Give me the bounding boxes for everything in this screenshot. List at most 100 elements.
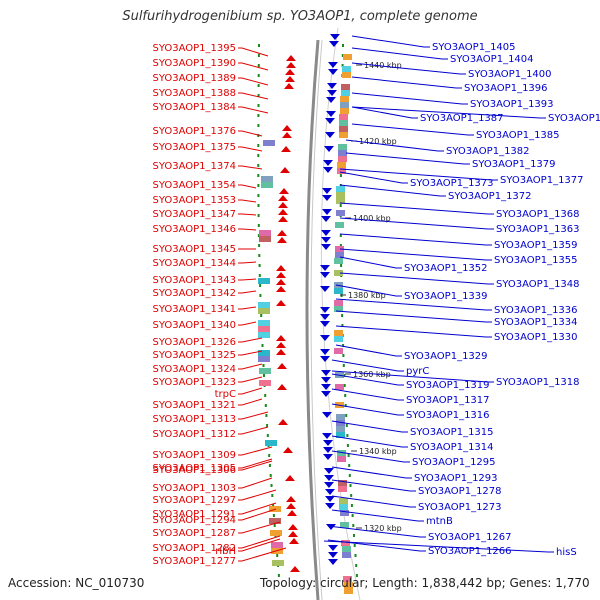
label-connector-line: [335, 344, 402, 357]
tick-ring-inner: [257, 204, 260, 207]
reverse-gene-arrow: [320, 314, 330, 320]
reverse-gene-arrow: [325, 496, 335, 502]
tick-ring-inner: [268, 464, 271, 467]
gene-label-reverse: SYO3AOP1_1348: [496, 279, 580, 290]
tick-ring-inner: [268, 454, 271, 457]
reverse-gene-arrow: [323, 160, 333, 166]
cog-category-block: [339, 126, 348, 132]
label-connector-line: [238, 130, 263, 137]
gene-label-forward: SYO3AOP1_1323: [152, 377, 236, 388]
label-connector-line: [238, 538, 281, 552]
cog-category-block: [338, 150, 347, 156]
gene-label-forward: SYO3AOP1_1342: [152, 288, 236, 299]
cog-category-block: [338, 486, 347, 492]
label-connector-line: [238, 460, 273, 471]
tick-ring-outer: [348, 474, 351, 477]
reverse-gene-arrow: [320, 356, 330, 362]
cog-category-block: [261, 176, 273, 182]
cog-category-block: [258, 332, 270, 338]
forward-gene-arrow: [288, 524, 298, 530]
label-connector-line: [331, 495, 416, 508]
reverse-gene-arrow: [325, 489, 335, 495]
label-connector-line: [339, 233, 492, 246]
tick-ring-inner: [263, 374, 265, 377]
gene-label-forward: SYO3AOP1_1303: [152, 483, 236, 494]
gene-label-reverse: SYO3AOP1_1382: [446, 146, 530, 157]
tick-ring-outer: [339, 244, 342, 247]
tick-ring-inner: [257, 94, 260, 97]
tick-ring-inner: [266, 424, 269, 427]
genome-backbone-arc: [305, 39, 320, 600]
label-connector-line: [238, 62, 269, 71]
cog-category-block: [337, 162, 346, 168]
tick-ring-inner: [276, 554, 279, 557]
label-connector-line: [238, 106, 269, 114]
label-connector-line: [238, 77, 269, 86]
reverse-gene-arrow: [321, 377, 331, 383]
gene-label-forward: SYO3AOP1_1324: [152, 364, 236, 375]
cog-category-block: [339, 114, 348, 120]
gene-label-reverse: SYO3AOP1_1385: [476, 130, 560, 141]
cog-category-block: [340, 102, 349, 108]
cog-category-block: [335, 252, 344, 258]
label-connector-line: [238, 321, 257, 326]
tick-ring-inner: [257, 54, 260, 57]
label-connector-line: [335, 310, 492, 323]
gene-label-reverse: SYO3AOP1_1295: [412, 457, 496, 468]
cog-category-block: [334, 288, 343, 294]
forward-gene-arrow: [277, 384, 287, 390]
gene-label-forward: SYO3AOP1_1344: [152, 258, 236, 269]
feature-layer: [258, 34, 353, 594]
cog-category-block: [259, 230, 271, 236]
tick-ring-inner: [257, 174, 260, 177]
label-connector-line: [238, 213, 257, 216]
gene-label-forward: ribH: [215, 546, 236, 557]
label-connector-line: [331, 403, 404, 416]
cog-category-block: [265, 440, 277, 446]
tick-ring-inner: [257, 64, 260, 67]
cog-category-block: [344, 588, 353, 594]
scale-tick-label: 1360 kbp: [353, 370, 391, 379]
label-connector-line: [339, 248, 492, 261]
tick-ring-inner: [265, 414, 268, 417]
label-connector-line: [351, 106, 418, 119]
reverse-gene-arrow: [322, 195, 332, 201]
gene-label-forward: SYO3AOP1_1354: [152, 180, 236, 191]
forward-gene-arrow: [278, 209, 288, 215]
forward-gene-arrow: [278, 195, 288, 201]
tick-ring-outer: [354, 554, 357, 557]
cog-category-block: [335, 384, 344, 390]
cog-category-block: [336, 420, 345, 426]
label-connector-line: [238, 92, 269, 100]
gene-label-forward: SYO3AOP1_1343: [152, 275, 236, 286]
cog-category-block: [338, 480, 347, 486]
forward-gene-arrow: [284, 83, 294, 89]
accession-label: Accession: NC_010730: [8, 576, 145, 590]
reverse-gene-arrow: [324, 468, 334, 474]
reverse-gene-arrow: [328, 545, 338, 551]
label-connector-line: [351, 106, 546, 119]
gene-label-reverse: hisS: [556, 547, 577, 558]
scale-tick-label: 1420 kbp: [359, 137, 397, 146]
tick-ring-inner: [257, 234, 260, 237]
reverse-gene-arrow: [324, 146, 334, 152]
tick-ring-inner: [262, 364, 265, 367]
cog-category-block: [258, 308, 270, 314]
cog-category-block: [334, 258, 343, 264]
gene-label-forward: SYO3AOP1_1297: [152, 495, 236, 506]
gene-label-reverse: SYO3AOP1_1330: [494, 332, 578, 343]
forward-gene-arrow: [290, 566, 300, 572]
gene-label-reverse: SYO3AOP1_1278: [418, 486, 502, 497]
tick-ring-outer: [355, 564, 358, 567]
cog-category-block: [337, 168, 346, 174]
cog-category-block: [259, 380, 271, 386]
reverse-gene-arrow: [326, 97, 336, 103]
reverse-gene-arrow: [323, 440, 333, 446]
forward-gene-arrow: [289, 538, 299, 544]
tick-ring-outer: [341, 64, 344, 67]
forward-gene-arrow: [277, 363, 287, 369]
cog-category-block: [334, 336, 343, 342]
reverse-gene-arrow: [322, 188, 332, 194]
label-connector-line: [238, 350, 263, 356]
cog-category-block: [334, 300, 343, 306]
